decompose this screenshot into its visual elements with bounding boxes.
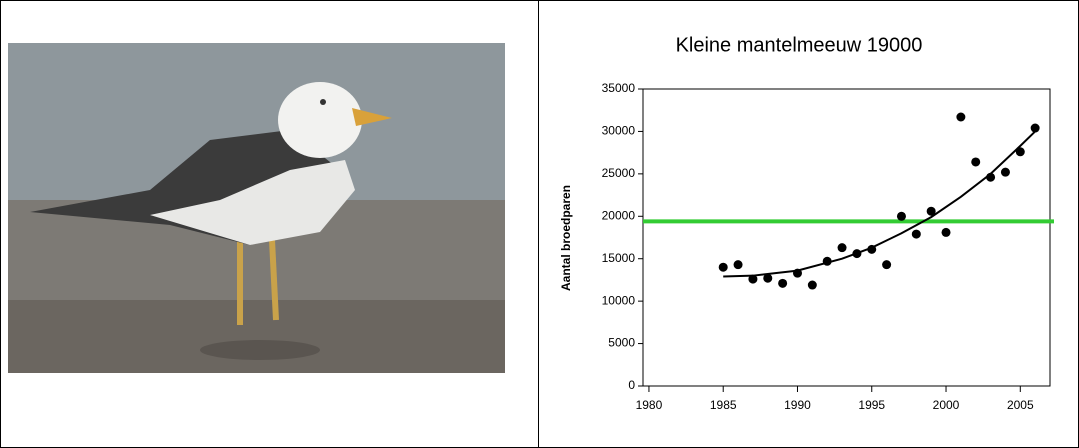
data-point bbox=[956, 112, 966, 122]
data-point bbox=[763, 273, 773, 283]
data-point bbox=[1000, 167, 1010, 177]
y-tick-label: 10000 bbox=[602, 293, 636, 307]
x-tick-label: 2000 bbox=[933, 398, 960, 412]
y-tick-label: 15000 bbox=[602, 251, 636, 265]
data-point bbox=[837, 243, 847, 253]
data-point bbox=[718, 262, 728, 272]
data-point bbox=[807, 280, 817, 290]
data-point bbox=[733, 260, 743, 270]
data-point bbox=[1030, 123, 1040, 133]
data-point bbox=[896, 211, 906, 221]
plot-frame bbox=[642, 88, 1051, 387]
data-point bbox=[971, 157, 981, 167]
data-point bbox=[911, 229, 921, 239]
data-point bbox=[822, 256, 832, 266]
x-tick-label: 1985 bbox=[710, 398, 737, 412]
trend-line bbox=[723, 130, 1036, 278]
data-point bbox=[778, 278, 788, 288]
data-point bbox=[941, 227, 951, 237]
data-point bbox=[986, 172, 996, 182]
data-point bbox=[852, 249, 862, 259]
y-tick-label: 0 bbox=[628, 378, 635, 392]
y-tick-label: 25000 bbox=[602, 166, 636, 180]
x-tick-label: 1980 bbox=[636, 398, 663, 412]
y-tick-label: 5000 bbox=[608, 336, 635, 350]
y-tick-label: 30000 bbox=[602, 124, 636, 138]
data-point bbox=[867, 244, 877, 254]
data-point bbox=[926, 206, 936, 216]
plot: 0 5000 10000 15000 20000 25000 30000 35000 1980 1… bbox=[602, 81, 1054, 412]
x-tick-label: 1990 bbox=[784, 398, 811, 412]
gull-photo bbox=[8, 43, 505, 373]
data-point bbox=[1015, 147, 1025, 157]
x-tick-label: 2005 bbox=[1007, 398, 1034, 412]
data-point bbox=[792, 268, 802, 278]
x-tick-label: 1995 bbox=[858, 398, 885, 412]
data-point bbox=[882, 260, 892, 270]
y-axis-label: Aantal broedparen bbox=[559, 185, 573, 291]
y-tick-label: 20000 bbox=[602, 208, 636, 222]
y-tick-label: 35000 bbox=[602, 81, 636, 95]
chart-title: Kleine mantelmeeuw 19000 bbox=[676, 34, 923, 56]
data-point bbox=[748, 274, 758, 284]
